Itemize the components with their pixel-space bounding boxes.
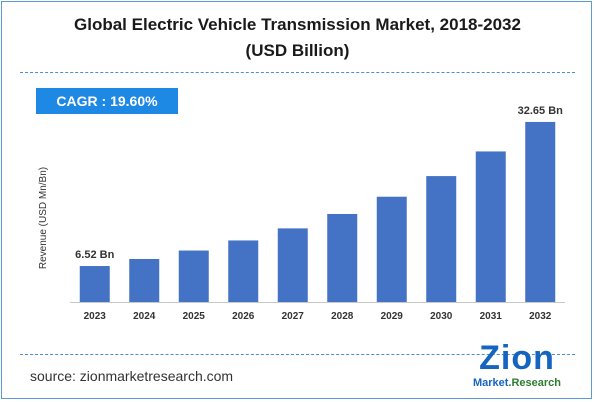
logo-sub-market: Market bbox=[472, 377, 509, 389]
bar-2027 bbox=[277, 228, 308, 302]
bar-2024 bbox=[129, 258, 160, 302]
x-tick-2031: 2031 bbox=[480, 311, 503, 322]
x-tick-2023: 2023 bbox=[84, 311, 107, 322]
bar-2028 bbox=[327, 213, 358, 302]
logo-sub-research: Research bbox=[511, 377, 562, 389]
bar-2023 bbox=[79, 266, 110, 302]
data-label-2032: 32.65 Bn bbox=[518, 105, 564, 117]
chart-subtitle: (USD Billion) bbox=[245, 41, 350, 60]
x-tick-2028: 2028 bbox=[331, 311, 354, 322]
x-tick-2030: 2030 bbox=[430, 311, 453, 322]
top-divider bbox=[20, 72, 575, 73]
chart-title: Global Electric Vehicle Transmission Mar… bbox=[74, 15, 521, 34]
zion-logo: Zion Market.Research bbox=[462, 340, 572, 396]
logo-subtitle: Market.Research bbox=[462, 377, 572, 390]
bar-2032 bbox=[525, 121, 556, 303]
bar-2026 bbox=[228, 240, 259, 302]
x-tick-2027: 2027 bbox=[282, 311, 305, 322]
bottom-divider bbox=[20, 354, 575, 355]
logo-wordmark: Zion bbox=[479, 339, 555, 377]
x-tick-2026: 2026 bbox=[232, 311, 255, 322]
x-tick-2024: 2024 bbox=[133, 311, 156, 322]
bar-2025 bbox=[178, 250, 209, 302]
bar-2030 bbox=[426, 176, 457, 302]
cagr-badge: CAGR : 19.60% bbox=[36, 88, 178, 114]
x-tick-2025: 2025 bbox=[183, 311, 206, 322]
data-label-2023: 6.52 Bn bbox=[75, 249, 114, 261]
bar-2029 bbox=[376, 196, 407, 302]
bar-2031 bbox=[475, 151, 506, 302]
x-tick-2029: 2029 bbox=[381, 311, 404, 322]
logo-sub-dot: . bbox=[508, 377, 512, 389]
source-text: source: zionmarketresearch.com bbox=[30, 368, 234, 384]
x-tick-2032: 2032 bbox=[529, 311, 552, 322]
